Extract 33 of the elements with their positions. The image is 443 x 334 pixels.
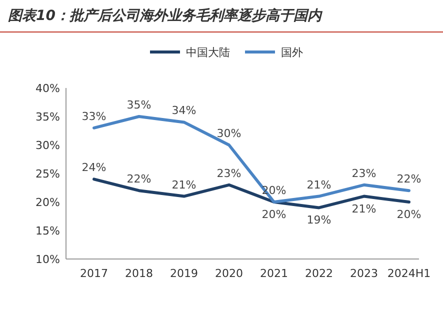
x-tick-label: 2022 — [305, 267, 333, 280]
legend-label: 中国大陆 — [186, 46, 230, 59]
legend-label: 国外 — [281, 46, 303, 59]
y-tick-label: 10% — [36, 253, 60, 266]
x-tick-label: 2018 — [125, 267, 153, 280]
x-tick-label: 2021 — [260, 267, 288, 280]
data-label: 33% — [82, 110, 106, 123]
data-label: 20% — [262, 208, 286, 221]
y-tick-label: 20% — [36, 196, 60, 209]
data-label: 21% — [306, 178, 332, 192]
data-label: 34% — [172, 104, 196, 118]
y-tick-label: 30% — [36, 139, 60, 152]
x-tick-label: 2023 — [350, 267, 378, 280]
data-label: 21% — [172, 178, 196, 192]
y-tick-label: 15% — [36, 224, 60, 238]
data-label: 21% — [352, 202, 376, 216]
data-label: 22% — [396, 172, 422, 186]
data-label: 20% — [396, 208, 422, 221]
x-tick-label: 2020 — [215, 267, 243, 280]
data-label: 19% — [306, 214, 332, 227]
y-tick-label: 25% — [36, 168, 60, 180]
data-label: 24% — [82, 161, 106, 174]
data-label: 30% — [216, 127, 242, 140]
data-label: 23% — [216, 166, 242, 180]
y-tick-label: 40% — [36, 82, 60, 95]
data-label: 35% — [126, 98, 152, 112]
x-tick-label: 2024H1 — [387, 267, 431, 280]
chart-title: 图表10：批产后公司海外业务毛利率逐步高于国内 — [8, 7, 324, 24]
y-tick-label: 35% — [36, 110, 60, 124]
x-tick-label: 2019 — [170, 267, 198, 280]
x-tick-label: 2017 — [80, 267, 108, 280]
data-label: 22% — [126, 172, 152, 186]
data-label: 23% — [352, 166, 376, 180]
